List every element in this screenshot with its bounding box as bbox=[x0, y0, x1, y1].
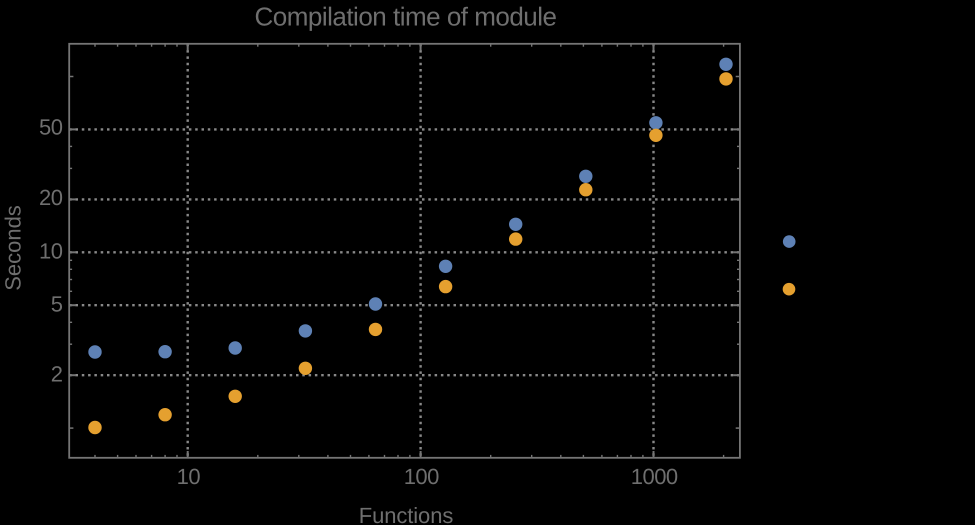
svg-text:1000: 1000 bbox=[631, 464, 678, 489]
svg-text:Functions: Functions bbox=[359, 503, 454, 525]
svg-text:Compilation time of module: Compilation time of module bbox=[254, 2, 556, 32]
svg-text:5: 5 bbox=[51, 291, 63, 316]
svg-text:10: 10 bbox=[39, 238, 63, 263]
svg-text:20: 20 bbox=[39, 185, 63, 210]
svg-text:100: 100 bbox=[404, 464, 439, 489]
svg-text:Seconds: Seconds bbox=[1, 205, 26, 291]
svg-text:2: 2 bbox=[51, 361, 63, 386]
svg-text:10: 10 bbox=[177, 464, 201, 489]
svg-text:50: 50 bbox=[39, 115, 63, 140]
